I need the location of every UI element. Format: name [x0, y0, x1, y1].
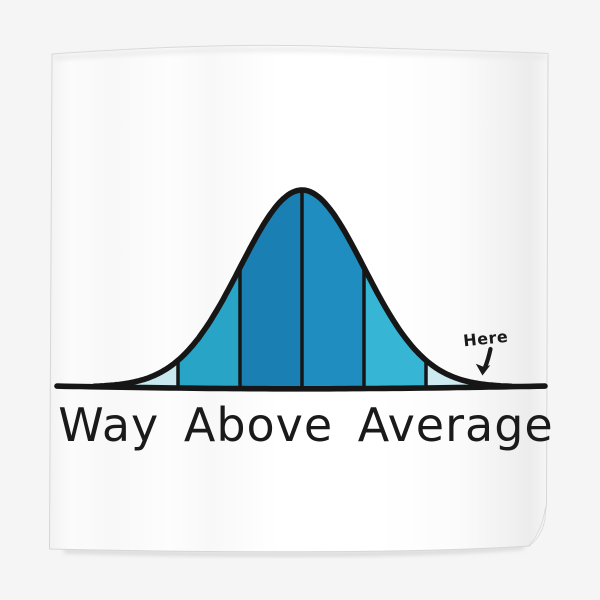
here-arrow-stem	[482, 346, 493, 370]
here-annotation-label: Here	[462, 327, 509, 351]
distribution-band	[94, 361, 178, 390]
x-axis-baseline	[54, 383, 548, 392]
distribution-band	[426, 360, 513, 390]
sigma-divider-lines	[176, 192, 428, 390]
here-arrow-head-icon	[475, 363, 491, 376]
poster-top-edge-shade	[53, 46, 547, 61]
poster-drop-shadow	[63, 545, 525, 557]
bell-curve-outline	[91, 187, 514, 390]
poster-page-curl	[528, 506, 546, 547]
poster-caption: Way Above Average	[58, 398, 553, 452]
